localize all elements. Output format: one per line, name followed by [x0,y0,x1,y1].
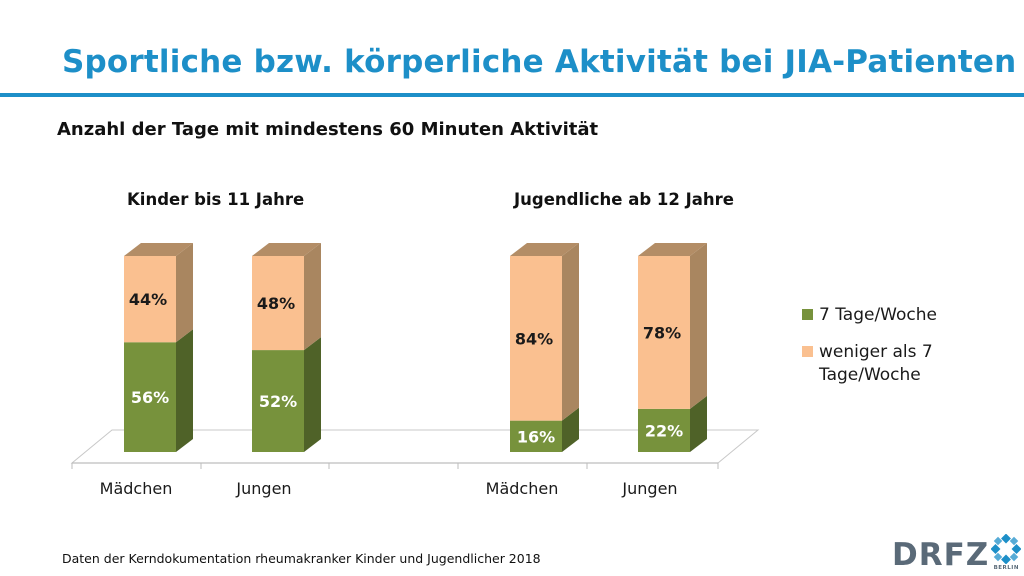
data-label-orange-3: 78% [643,323,681,342]
bar-orange-side-3 [690,243,707,409]
bar-green-side-3 [690,395,707,452]
legend-item-weniger: weniger als 7 Tage/Woche [802,341,1002,387]
title-divider [0,93,1024,97]
logo-flower-icon [991,534,1022,564]
data-label-green-3: 22% [645,421,683,440]
bar-top-0 [124,243,193,256]
data-label-green-2: 16% [517,427,555,446]
x-tick-label-0: Mädchen [100,479,173,498]
source-footnote: Daten der Kerndokumentation rheumakranke… [62,551,541,566]
logo-wordmark: DRFZ [892,537,990,573]
legend-label-weniger: weniger als 7 Tage/Woche [819,342,933,385]
logo-mark: BERLIN [991,534,1022,571]
bar-green-side-0 [176,329,193,452]
legend-swatch-green [802,309,813,320]
group-title-kinder: Kinder bis 11 Jahre [127,190,305,209]
legend-label-7-tage: 7 Tage/Woche [819,305,937,325]
page-title: Sportliche bzw. körperliche Aktivität be… [62,44,1017,80]
bar-green-front-1 [252,350,304,452]
bar-top-1 [252,243,321,256]
bar-orange-side-0 [176,243,193,343]
bar-orange-front-3 [638,256,690,409]
data-label-orange-1: 48% [257,294,295,313]
legend-item-7-tage: 7 Tage/Woche [802,304,1002,327]
bar-green-front-3 [638,408,690,452]
bar-orange-front-0 [124,256,176,343]
bar-green-side-2 [562,407,579,452]
chart-legend: 7 Tage/Woche weniger als 7 Tage/Woche [802,304,1002,401]
data-label-green-1: 52% [259,392,297,411]
data-label-orange-2: 84% [515,329,553,348]
bar-green-front-2 [510,420,562,452]
legend-swatch-orange [802,346,813,357]
bar-top-3 [638,243,707,256]
bar-top-2 [510,243,579,256]
logo-subtext: BERLIN [993,565,1019,571]
bar-green-front-0 [124,342,176,452]
data-label-orange-0: 44% [129,290,167,309]
x-tick-label-1: Jungen [235,479,291,498]
bar-green-side-1 [304,337,321,452]
bar-orange-side-2 [562,243,579,421]
bar-orange-front-1 [252,256,304,351]
group-title-jugendliche: Jugendliche ab 12 Jahre [514,190,734,209]
drfz-logo: DRFZ BERLIN [892,534,1022,573]
x-tick-label-2: Mädchen [486,479,559,498]
bar-orange-front-2 [510,256,562,421]
data-label-green-0: 56% [131,388,169,407]
chart-subtitle: Anzahl der Tage mit mindestens 60 Minute… [57,119,599,140]
bar-orange-side-1 [304,243,321,351]
x-tick-label-3: Jungen [621,479,677,498]
